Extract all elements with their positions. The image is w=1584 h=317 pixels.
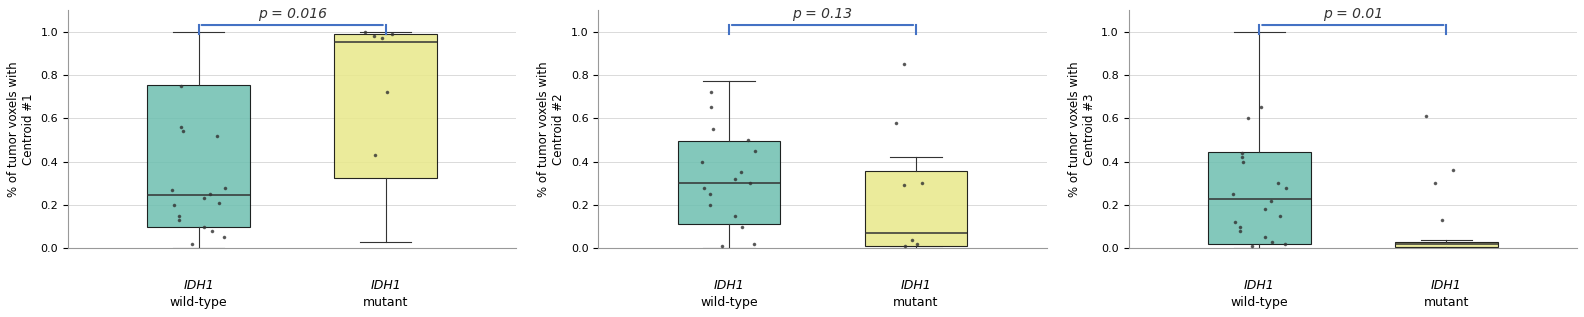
PathPatch shape <box>1209 152 1312 244</box>
Text: mutant: mutant <box>893 296 939 309</box>
Point <box>1422 181 1448 186</box>
Point <box>1267 213 1293 218</box>
Point <box>1253 207 1278 212</box>
Point <box>743 148 768 153</box>
Point <box>700 126 725 132</box>
Text: wild-type: wild-type <box>700 296 757 309</box>
PathPatch shape <box>865 171 968 246</box>
Point <box>1231 159 1256 164</box>
Point <box>699 90 724 95</box>
Point <box>1229 155 1255 160</box>
Text: p = 0.016: p = 0.016 <box>258 7 326 21</box>
Point <box>379 31 404 36</box>
Point <box>179 241 204 246</box>
Point <box>692 185 718 190</box>
Point <box>735 137 760 142</box>
Point <box>892 183 917 188</box>
Point <box>909 181 935 186</box>
Point <box>162 202 187 207</box>
Text: mutant: mutant <box>363 296 409 309</box>
Point <box>1220 191 1245 197</box>
Y-axis label: % of tumor voxels with
Centroid #1: % of tumor voxels with Centroid #1 <box>6 61 35 197</box>
Point <box>1228 228 1253 233</box>
Point <box>169 129 195 134</box>
Point <box>160 187 185 192</box>
Point <box>699 105 724 110</box>
Point <box>882 120 908 125</box>
Point <box>1240 243 1266 249</box>
Point <box>1430 217 1456 223</box>
Point <box>1259 239 1285 244</box>
Text: IDH1: IDH1 <box>184 279 214 292</box>
Point <box>729 170 754 175</box>
Point <box>1253 235 1278 240</box>
Text: wild-type: wild-type <box>169 296 228 309</box>
Point <box>1272 241 1297 246</box>
Point <box>353 29 379 34</box>
Point <box>1440 168 1465 173</box>
Point <box>710 243 735 249</box>
Point <box>904 241 930 246</box>
Point <box>1229 150 1255 155</box>
PathPatch shape <box>1396 242 1497 247</box>
Point <box>729 224 754 229</box>
Point <box>198 191 223 197</box>
Point <box>900 237 925 242</box>
Point <box>361 33 386 38</box>
Point <box>737 181 762 186</box>
Point <box>363 152 388 158</box>
Point <box>166 217 192 223</box>
Point <box>211 235 236 240</box>
Point <box>168 83 193 88</box>
Point <box>892 61 917 67</box>
Point <box>697 191 722 197</box>
Y-axis label: % of tumor voxels with
Centroid #3: % of tumor voxels with Centroid #3 <box>1068 61 1096 197</box>
Point <box>204 133 230 138</box>
Text: p = 0.13: p = 0.13 <box>792 7 852 21</box>
Text: mutant: mutant <box>1424 296 1468 309</box>
Y-axis label: % of tumor voxels with
Centroid #2: % of tumor voxels with Centroid #2 <box>537 61 565 197</box>
Point <box>697 202 722 207</box>
Point <box>689 159 714 164</box>
Point <box>212 185 238 190</box>
Text: IDH1: IDH1 <box>371 279 401 292</box>
Point <box>206 200 231 205</box>
PathPatch shape <box>678 141 781 224</box>
Point <box>192 224 217 229</box>
Point <box>1236 116 1261 121</box>
Text: IDH1: IDH1 <box>1243 279 1275 292</box>
Point <box>200 228 225 233</box>
Text: IDH1: IDH1 <box>714 279 744 292</box>
Text: p = 0.01: p = 0.01 <box>1323 7 1383 21</box>
Point <box>369 36 394 41</box>
Text: IDH1: IDH1 <box>901 279 931 292</box>
Point <box>722 213 748 218</box>
Point <box>1413 113 1438 119</box>
Point <box>1228 224 1253 229</box>
Text: wild-type: wild-type <box>1231 296 1288 309</box>
Point <box>374 90 399 95</box>
PathPatch shape <box>334 34 437 178</box>
Text: IDH1: IDH1 <box>1430 279 1462 292</box>
Point <box>1221 220 1247 225</box>
Point <box>741 241 767 246</box>
Point <box>1248 105 1274 110</box>
Point <box>1258 198 1283 203</box>
Point <box>192 196 217 201</box>
Point <box>1274 185 1299 190</box>
Point <box>1266 181 1291 186</box>
PathPatch shape <box>147 85 250 227</box>
Point <box>168 124 193 129</box>
Point <box>166 213 192 218</box>
Point <box>892 243 917 249</box>
Point <box>722 176 748 181</box>
